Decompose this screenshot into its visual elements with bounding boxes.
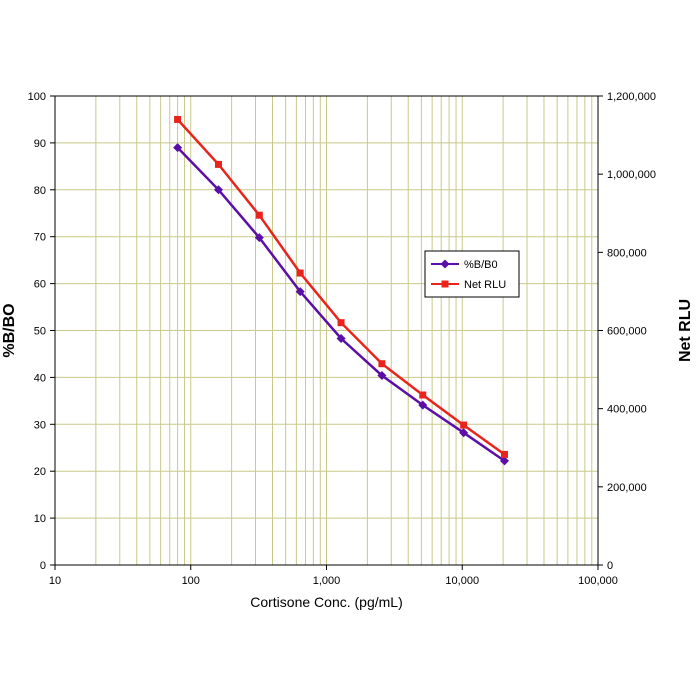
y2-tick-label: 800,000	[607, 247, 647, 259]
x-axis-ticks: 10 100 1,000 10,000 100,000	[49, 565, 618, 587]
x-axis-title: Cortisone Conc. (pg/mL)	[250, 594, 403, 610]
series-line	[176, 146, 506, 462]
series	[173, 115, 510, 466]
y-tick-label: 30	[34, 419, 46, 431]
series-net-rlu	[174, 115, 509, 458]
legend-label-net-rlu: Net RLU	[464, 279, 506, 291]
data-point	[295, 287, 305, 297]
x-tick-label: 10,000	[445, 575, 479, 587]
y-axis-ticks: 0 10 20 30 40 50 60 70 80 90 100	[28, 91, 55, 572]
y-tick-label: 100	[28, 91, 46, 103]
data-point	[173, 143, 183, 153]
y2-tick-label: 600,000	[607, 326, 647, 338]
legend-label-bbo: %B/B0	[464, 259, 498, 271]
grid	[55, 96, 598, 565]
x-tick-label: 1,000	[313, 575, 341, 587]
data-point	[336, 333, 346, 343]
legend: %B/B0 Net RLU	[424, 250, 520, 298]
data-point	[377, 371, 387, 381]
data-point	[255, 211, 263, 219]
legend-box	[424, 250, 520, 298]
data-point	[254, 233, 264, 243]
data-point	[500, 456, 510, 466]
y-tick-label: 20	[34, 466, 46, 478]
legend-marker-net-rlu	[441, 280, 449, 288]
x-tick-label: 100,000	[578, 575, 618, 587]
y-tick-label: 70	[34, 232, 46, 244]
y2-axis-title: Net RLU	[677, 299, 694, 362]
series-bbo	[173, 143, 510, 466]
legend-marker-bbo	[440, 259, 450, 269]
x-tick-label: 10	[49, 575, 61, 587]
y2-tick-label: 0	[607, 560, 613, 572]
y2-tick-label: 400,000	[607, 404, 647, 416]
data-point	[418, 400, 428, 410]
data-point	[460, 421, 468, 429]
y-axis-title: %B/BO	[1, 303, 18, 357]
data-point	[501, 450, 509, 458]
data-point	[213, 185, 223, 195]
data-point	[337, 319, 345, 327]
y-tick-label: 10	[34, 513, 46, 525]
data-point	[419, 391, 427, 399]
data-point	[378, 360, 386, 368]
y-tick-label: 40	[34, 372, 46, 384]
data-point	[459, 428, 469, 438]
y2-tick-label: 1,000,000	[607, 169, 656, 181]
y-tick-label: 80	[34, 185, 46, 197]
x-tick-label: 100	[182, 575, 200, 587]
y-tick-label: 60	[34, 279, 46, 291]
data-point	[214, 160, 222, 168]
y-tick-label: 90	[34, 138, 46, 150]
y-tick-label: 0	[40, 560, 46, 572]
y2-axis-ticks: 0 200,000 400,000 600,000 800,000 1,000,000 1,…	[598, 91, 656, 572]
data-point	[296, 269, 304, 277]
y-tick-label: 50	[34, 326, 46, 338]
y2-tick-label: 1,200,000	[607, 91, 656, 103]
data-point	[174, 115, 182, 123]
y2-tick-label: 200,000	[607, 482, 647, 494]
